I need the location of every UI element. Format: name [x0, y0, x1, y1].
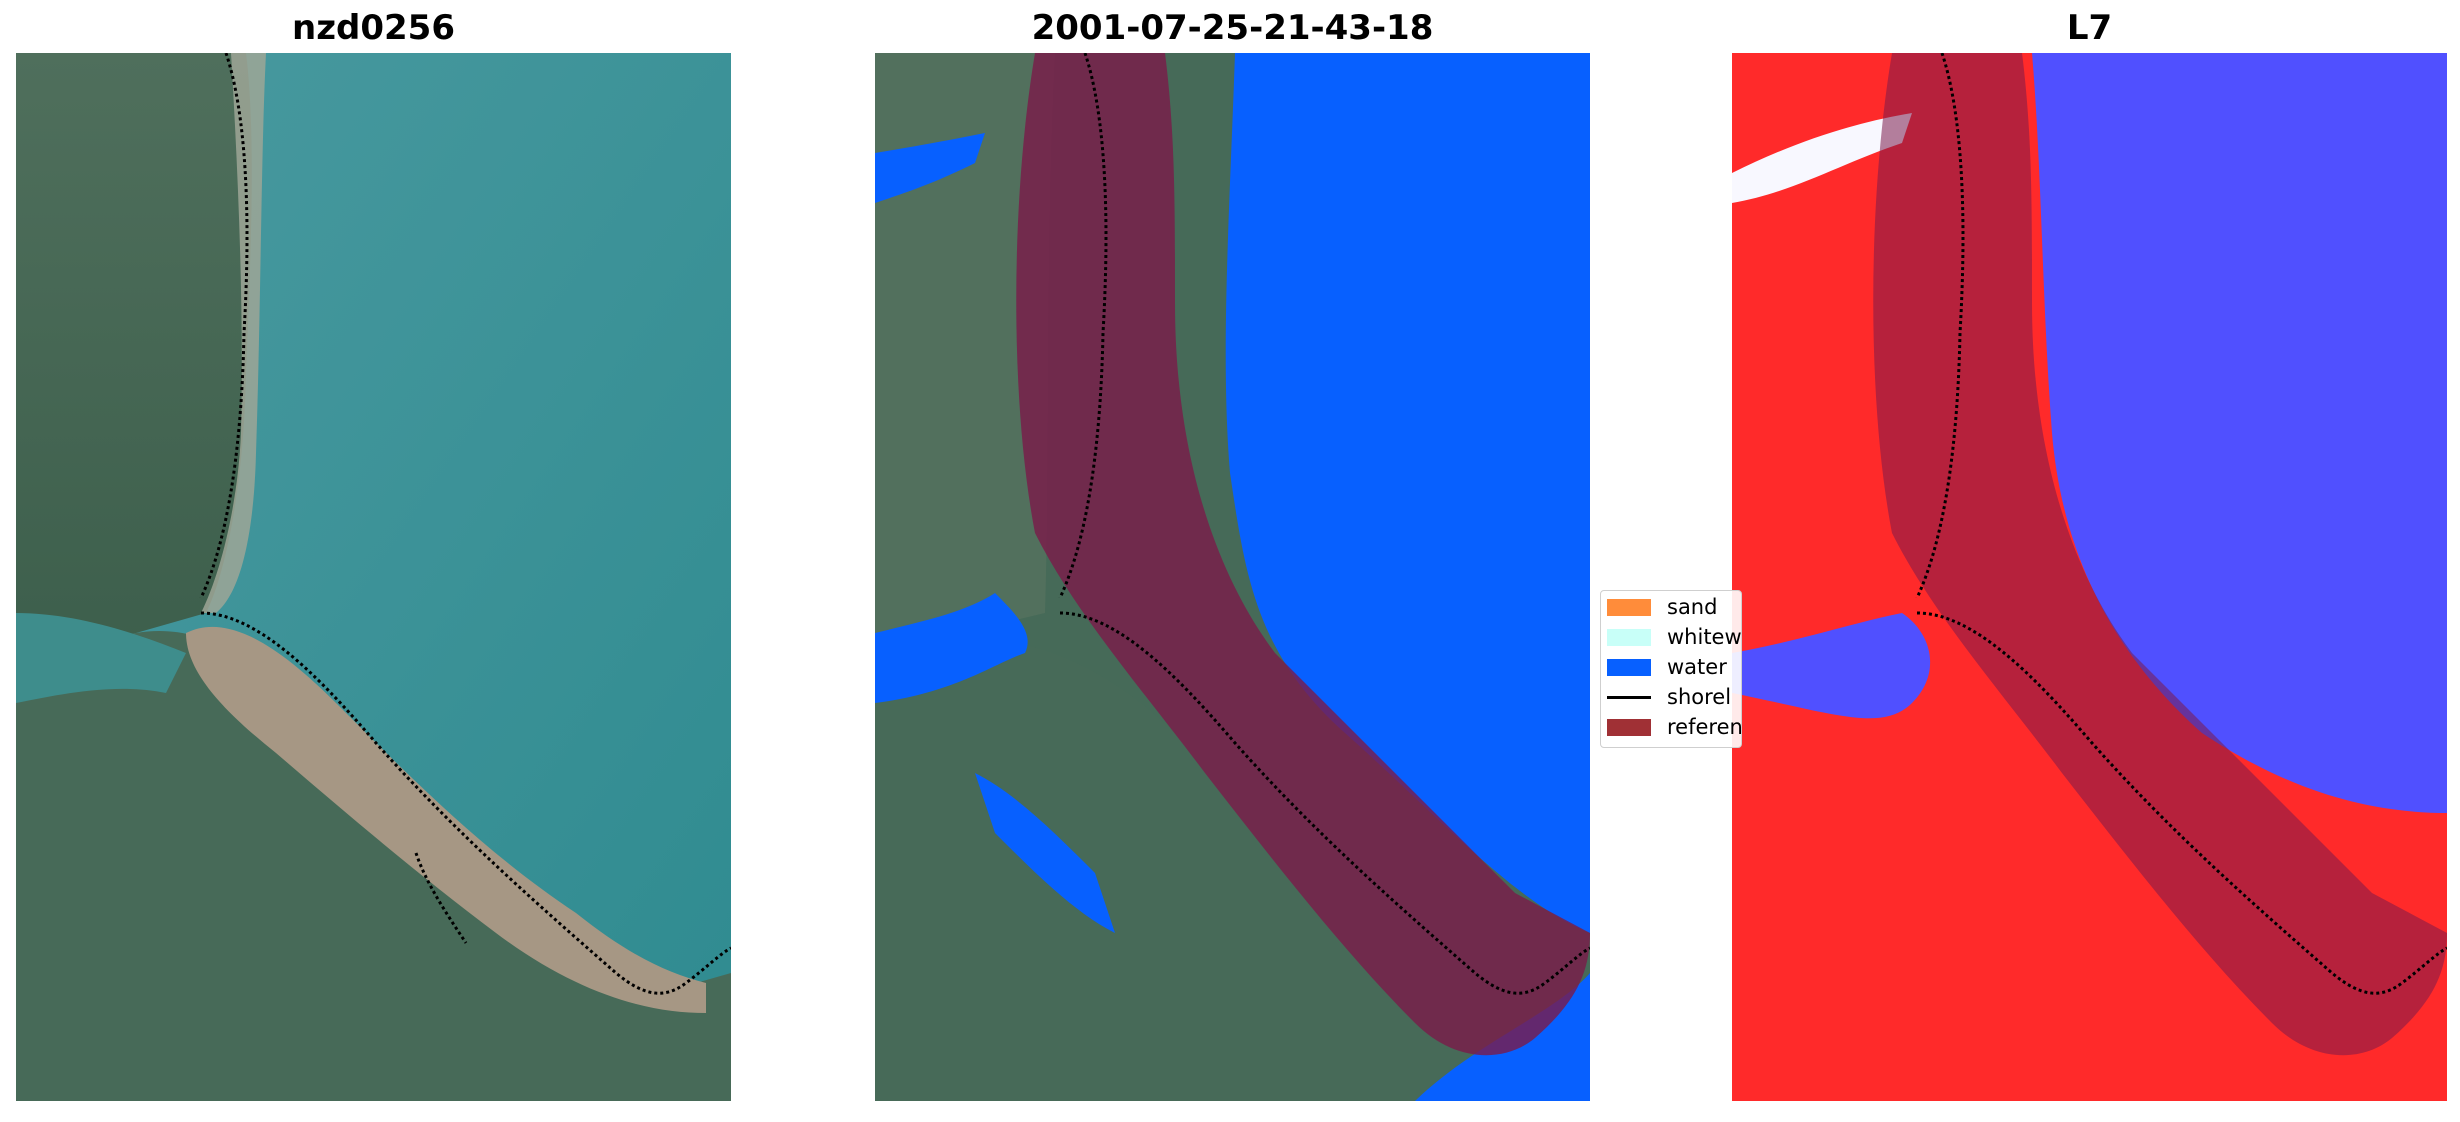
- legend-item-water: water: [1607, 655, 1727, 679]
- land-lower: [875, 643, 1590, 1101]
- legend-item-reference: referen: [1607, 715, 1742, 739]
- classification-panel: [875, 53, 1590, 1101]
- rgb-image-panel: [16, 53, 731, 1101]
- legend-swatch: [1607, 658, 1651, 676]
- water-class-region: [1225, 53, 1590, 1101]
- lagoon: [16, 613, 186, 703]
- legend-item-shoreline: shorel: [1607, 685, 1731, 709]
- water-class-patch: [875, 133, 985, 203]
- legend-label: sand: [1667, 595, 1718, 619]
- panel-title-image-id: nzd0256: [292, 8, 455, 48]
- land-lower: [16, 631, 731, 1101]
- legend-swatch: [1607, 628, 1651, 646]
- reference-buffer: [1016, 53, 1590, 1056]
- legend-swatch: [1607, 598, 1651, 616]
- land-upper: [875, 53, 1055, 653]
- panel-title-date: 2001-07-25-21-43-18: [1031, 8, 1434, 48]
- legend: sand whitew water shorel referen: [1600, 590, 1742, 748]
- water-index: [2032, 53, 2447, 813]
- index-image: [1732, 53, 2447, 1101]
- legend-label: shorel: [1667, 685, 1732, 709]
- legend-item-whitewater: whitew: [1607, 625, 1742, 649]
- legend-label: referen: [1667, 715, 1742, 739]
- index-panel: [1732, 53, 2447, 1101]
- shoreline-inner: [414, 852, 468, 944]
- classification-image: [875, 53, 1590, 1101]
- legend-item-sand: sand: [1607, 595, 1717, 619]
- legend-label: water: [1667, 655, 1727, 679]
- sand-spit: [186, 626, 706, 1013]
- lagoon-index: [1732, 613, 1931, 719]
- legend-label: whitew: [1667, 625, 1742, 649]
- legend-swatch: [1607, 718, 1651, 736]
- rgb-image: [16, 53, 731, 1101]
- water-class-channel: [975, 773, 1115, 933]
- whitewater-patch: [1732, 113, 1912, 203]
- beach-strip: [201, 53, 266, 613]
- legend-line: [1607, 695, 1651, 699]
- panel-title-satellite: L7: [2066, 8, 2113, 48]
- land-upper: [16, 53, 252, 653]
- reference-buffer: [1873, 53, 2447, 1056]
- water-class-lagoon: [875, 593, 1028, 703]
